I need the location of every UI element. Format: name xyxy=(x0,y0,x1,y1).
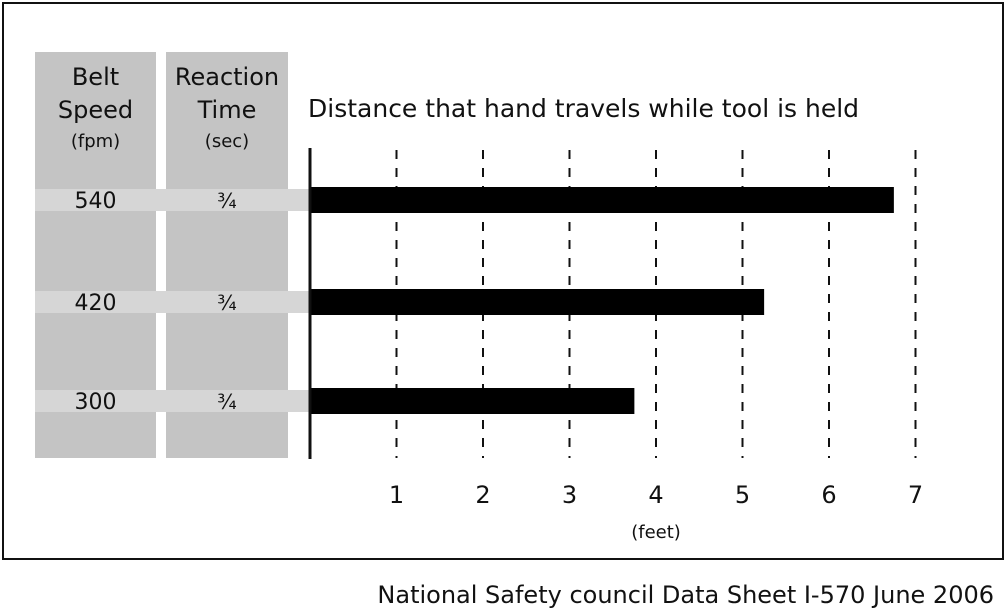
reaction-time-header-line: Reaction xyxy=(175,63,279,91)
belt-speed-header-line: Speed xyxy=(58,96,133,124)
bar-300 xyxy=(310,388,635,414)
x-tick-label: 7 xyxy=(908,481,923,509)
x-tick-label: 4 xyxy=(648,481,663,509)
reaction-time-label: ¾ xyxy=(217,291,236,315)
belt-speed-label: 300 xyxy=(75,390,117,415)
x-tick-label: 2 xyxy=(475,481,490,509)
chart-title: Distance that hand travels while tool is… xyxy=(308,94,859,123)
x-tick-label: 5 xyxy=(735,481,750,509)
row-band xyxy=(35,291,310,313)
belt-speed-header-line: Belt xyxy=(72,63,119,91)
x-tick-label: 6 xyxy=(821,481,836,509)
x-axis-label: (feet) xyxy=(631,522,681,543)
belt-speed-header-line: (fpm) xyxy=(71,131,120,152)
bar-540 xyxy=(310,187,894,213)
row-band xyxy=(35,390,310,412)
reaction-time-label: ¾ xyxy=(217,390,236,414)
x-tick-label: 3 xyxy=(562,481,577,509)
belt-speed-label: 420 xyxy=(75,291,117,316)
source-note: National Safety council Data Sheet I-570… xyxy=(377,581,994,609)
x-tick-label: 1 xyxy=(389,481,404,509)
bar-420 xyxy=(310,289,765,315)
row-band xyxy=(35,189,310,211)
reaction-time-header-line: Time xyxy=(197,96,257,124)
chart-frame xyxy=(2,2,1004,560)
belt-speed-label: 540 xyxy=(75,189,117,214)
reaction-time-header-line: (sec) xyxy=(205,131,249,152)
reaction-time-label: ¾ xyxy=(217,189,236,213)
